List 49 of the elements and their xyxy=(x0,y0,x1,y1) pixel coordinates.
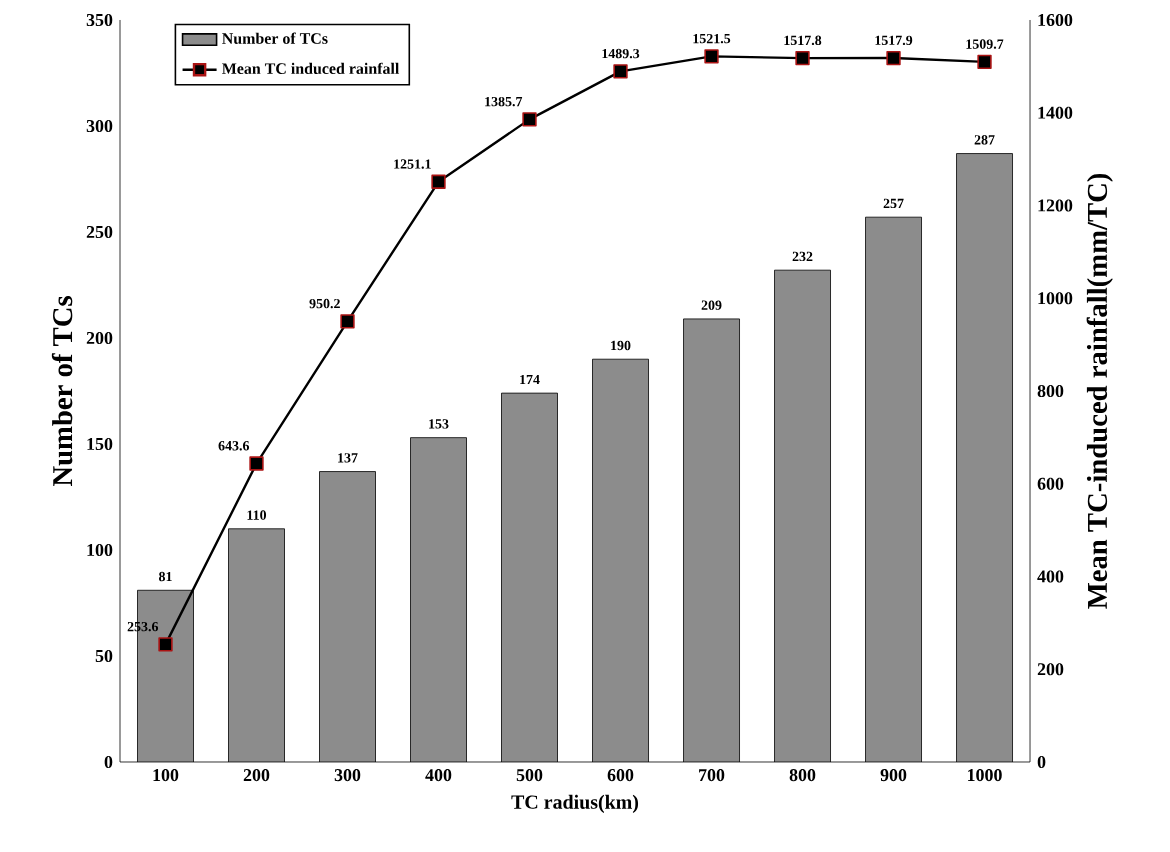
bar xyxy=(865,217,922,762)
y-tick-label: 200 xyxy=(86,331,113,345)
x-tick-label: 1000 xyxy=(968,769,1002,782)
point xyxy=(613,64,628,79)
y-tick-label: 0 xyxy=(104,755,113,769)
y-tick-label: 250 xyxy=(86,225,113,239)
bar xyxy=(501,393,558,762)
y-tick-label: 50 xyxy=(95,649,113,663)
point xyxy=(977,54,992,70)
y2-tick-label: 1000 xyxy=(1038,292,1073,305)
y2-tick-label: 1400 xyxy=(1038,106,1073,119)
bar xyxy=(774,270,831,762)
y-tick-label: 350 xyxy=(86,13,113,27)
point xyxy=(522,112,537,127)
y2-tick-label: 800 xyxy=(1037,384,1064,398)
x-tick-label: 600 xyxy=(607,769,634,782)
point xyxy=(158,637,173,652)
y2-axis-title: Mean TC-induced rainfall(mm/TC) xyxy=(1086,173,1113,609)
bar xyxy=(956,153,1013,762)
y-tick-label: 300 xyxy=(86,119,113,133)
point xyxy=(249,456,264,471)
x-tick-label: 200 xyxy=(243,769,270,782)
x-tick-label: 400 xyxy=(425,769,452,782)
y2-tick-label: 0 xyxy=(1037,755,1046,769)
x-tick-label: 100 xyxy=(153,769,179,782)
y2-tick-label: 1600 xyxy=(1038,13,1073,27)
y2-tick-label: 1200 xyxy=(1038,199,1073,212)
bar xyxy=(683,318,740,762)
x-tick-label: 700 xyxy=(699,769,725,782)
y-tick-label: 100 xyxy=(87,543,113,557)
bar xyxy=(592,359,649,762)
x-tick-label: 500 xyxy=(516,769,543,782)
x-tick-label: 900 xyxy=(880,769,907,782)
point xyxy=(886,50,901,66)
y-tick-label: 150 xyxy=(87,437,113,451)
y2-tick-label: 400 xyxy=(1037,570,1064,583)
y2-tick-label: 600 xyxy=(1037,477,1064,490)
y2-tick-label: 200 xyxy=(1037,663,1064,676)
x-axis-title: TC radius(km) xyxy=(511,794,639,813)
point xyxy=(704,49,719,64)
x-tick-label: 800 xyxy=(789,769,816,782)
point xyxy=(431,174,446,189)
point xyxy=(795,50,810,66)
y-axis-title: Number of TCs xyxy=(51,296,73,487)
point xyxy=(340,314,355,329)
bar xyxy=(319,471,376,762)
bar xyxy=(228,528,285,762)
bar xyxy=(410,437,467,762)
x-tick-label: 300 xyxy=(334,769,361,782)
